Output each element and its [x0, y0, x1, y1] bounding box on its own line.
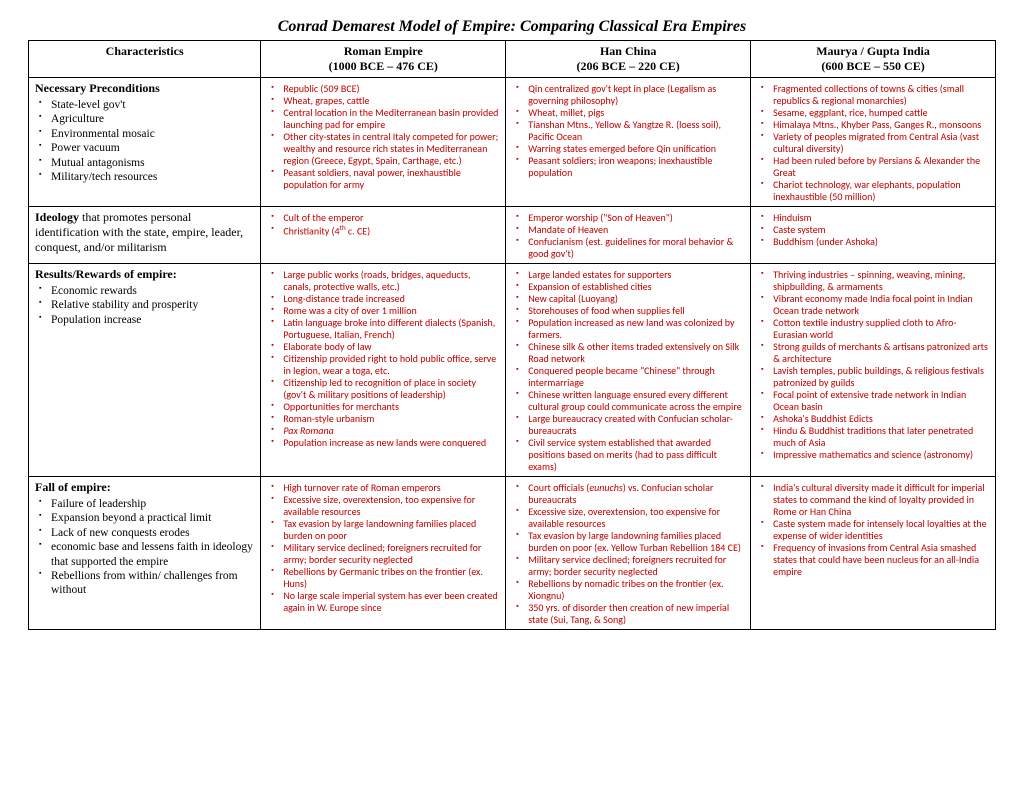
empire-item: Large bureaucracy created with Confucian…: [514, 413, 744, 437]
empire-item: Excessive size, overextension, too expen…: [269, 494, 499, 518]
empire-item: Population increased as new land was col…: [514, 317, 744, 341]
empire-item: Caste system made for intensely local lo…: [759, 518, 989, 542]
characteristics-cell: Ideology that promotes personal identifi…: [29, 207, 261, 264]
empire-item: Fragmented collections of towns & cities…: [759, 83, 989, 107]
empire-item: Chinese silk & other items traded extens…: [514, 341, 744, 365]
empire-item: Rebellions by nomadic tribes on the fron…: [514, 578, 744, 602]
india-cell: Fragmented collections of towns & cities…: [751, 78, 996, 207]
empire-item: Confucianism (est. guidelines for moral …: [514, 236, 744, 260]
empire-item: Other city-states in central Italy compe…: [269, 131, 499, 167]
empire-item: Large public works (roads, bridges, aque…: [269, 269, 499, 293]
empire-item: Central location in the Mediterranean ba…: [269, 107, 499, 131]
header-roman: Roman Empire (1000 BCE – 476 CE): [261, 41, 506, 78]
empire-item: Buddhism (under Ashoka): [759, 236, 989, 248]
table-row: Fall of empire:Failure of leadershipExpa…: [29, 477, 996, 630]
characteristics-cell: Fall of empire:Failure of leadershipExpa…: [29, 477, 261, 630]
header-han: Han China (206 BCE – 220 CE): [506, 41, 751, 78]
table-row: Ideology that promotes personal identifi…: [29, 207, 996, 264]
empire-item: Peasant soldiers; iron weapons; inexhaus…: [514, 155, 744, 179]
empire-item: Conquered people became "Chinese" throug…: [514, 365, 744, 389]
empire-item: Frequency of invasions from Central Asia…: [759, 542, 989, 578]
empire-item: Impressive mathematics and science (astr…: [759, 449, 989, 461]
empire-item: Excessive size, overextension, too expen…: [514, 506, 744, 530]
empire-item: Chariot technology, war elephants, popul…: [759, 179, 989, 203]
empire-item: Thriving industries – spinning, weaving,…: [759, 269, 989, 293]
india-cell: HinduismCaste systemBuddhism (under Asho…: [751, 207, 996, 264]
empire-item: Population increase as new lands were co…: [269, 437, 499, 449]
empire-item: Variety of peoples migrated from Central…: [759, 131, 989, 155]
header-characteristics: Characteristics: [29, 41, 261, 78]
india-cell: India's cultural diversity made it diffi…: [751, 477, 996, 630]
empire-item: Cult of the emperor: [269, 212, 499, 224]
empire-item: Vibrant economy made India focal point i…: [759, 293, 989, 317]
empire-item: Cotton textile industry supplied cloth t…: [759, 317, 989, 341]
empire-item: India's cultural diversity made it diffi…: [759, 482, 989, 518]
char-item: Lack of new conquests erodes: [37, 526, 254, 540]
char-item: Economic rewards: [37, 284, 254, 298]
empire-item: Civil service system established that aw…: [514, 437, 744, 473]
characteristics-cell: Necessary PreconditionsState-level gov't…: [29, 78, 261, 207]
han-cell: Court officials (eunuchs) vs. Confucian …: [506, 477, 751, 630]
empire-item: Chinese written language ensured every d…: [514, 389, 744, 413]
empire-item: Tax evasion by large landowning families…: [269, 518, 499, 542]
empire-item: Focal point of extensive trade network i…: [759, 389, 989, 413]
char-item: Mutual antagonisms: [37, 156, 254, 170]
empire-item: Court officials (eunuchs) vs. Confucian …: [514, 482, 744, 506]
char-item: Rebellions from within/ challenges from …: [37, 569, 254, 598]
empire-item: Peasant soldiers, naval power, inexhaust…: [269, 167, 499, 191]
empire-item: 350 yrs. of disorder then creation of ne…: [514, 602, 744, 626]
header-row: Characteristics Roman Empire (1000 BCE –…: [29, 41, 996, 78]
empire-item: Had been ruled before by Persians & Alex…: [759, 155, 989, 179]
india-cell: Thriving industries – spinning, weaving,…: [751, 264, 996, 477]
han-cell: Qin centralized gov't kept in place (Leg…: [506, 78, 751, 207]
empire-item: Military service declined; foreigners re…: [269, 542, 499, 566]
empire-item: Rebellions by Germanic tribes on the fro…: [269, 566, 499, 590]
han-cell: Large landed estates for supportersExpan…: [506, 264, 751, 477]
comparison-table: Characteristics Roman Empire (1000 BCE –…: [28, 40, 996, 630]
empire-item: Citizenship led to recognition of place …: [269, 377, 499, 401]
empire-item: Christianity (4th c. CE): [269, 224, 499, 237]
empire-item: Tax evasion by large landowning families…: [514, 530, 744, 554]
empire-item: Citizenship provided right to hold publi…: [269, 353, 499, 377]
char-item: Failure of leadership: [37, 497, 254, 511]
char-item: Population increase: [37, 313, 254, 327]
char-item: Environmental mosaic: [37, 127, 254, 141]
han-cell: Emperor worship ("Son of Heaven")Mandate…: [506, 207, 751, 264]
char-item: Military/tech resources: [37, 170, 254, 184]
empire-item: Hindu & Buddhist traditions that later p…: [759, 425, 989, 449]
char-item: Agriculture: [37, 112, 254, 126]
page-title: Conrad Demarest Model of Empire: Compari…: [28, 18, 996, 36]
char-item: economic base and lessens faith in ideol…: [37, 540, 254, 569]
roman-cell: Republic (509 BCE)Wheat, grapes, cattleC…: [261, 78, 506, 207]
empire-item: Qin centralized gov't kept in place (Leg…: [514, 83, 744, 107]
header-india: Maurya / Gupta India (600 BCE – 550 CE): [751, 41, 996, 78]
empire-item: Tianshan Mtns., Yellow & Yangtze R. (loe…: [514, 119, 744, 143]
char-item: Expansion beyond a practical limit: [37, 511, 254, 525]
empire-item: Military service declined; foreigners re…: [514, 554, 744, 578]
char-item: Power vacuum: [37, 141, 254, 155]
empire-item: Strong guilds of merchants & artisans pa…: [759, 341, 989, 365]
roman-cell: Large public works (roads, bridges, aque…: [261, 264, 506, 477]
empire-item: No large scale imperial system has ever …: [269, 590, 499, 614]
characteristics-cell: Results/Rewards of empire:Economic rewar…: [29, 264, 261, 477]
table-row: Results/Rewards of empire:Economic rewar…: [29, 264, 996, 477]
roman-cell: High turnover rate of Roman emperorsExce…: [261, 477, 506, 630]
char-item: Relative stability and prosperity: [37, 298, 254, 312]
char-item: State-level gov't: [37, 98, 254, 112]
table-row: Necessary PreconditionsState-level gov't…: [29, 78, 996, 207]
empire-item: Lavish temples, public buildings, & reli…: [759, 365, 989, 389]
empire-item: Latin language broke into different dial…: [269, 317, 499, 341]
roman-cell: Cult of the emperorChristianity (4th c. …: [261, 207, 506, 264]
